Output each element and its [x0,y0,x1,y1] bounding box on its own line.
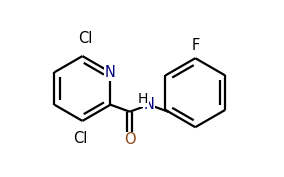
Text: Cl: Cl [78,32,92,46]
Text: N: N [143,97,154,112]
Text: Cl: Cl [73,131,87,145]
Text: H: H [138,92,148,106]
Text: N: N [105,65,116,80]
Text: F: F [191,38,199,53]
Text: O: O [124,132,135,147]
